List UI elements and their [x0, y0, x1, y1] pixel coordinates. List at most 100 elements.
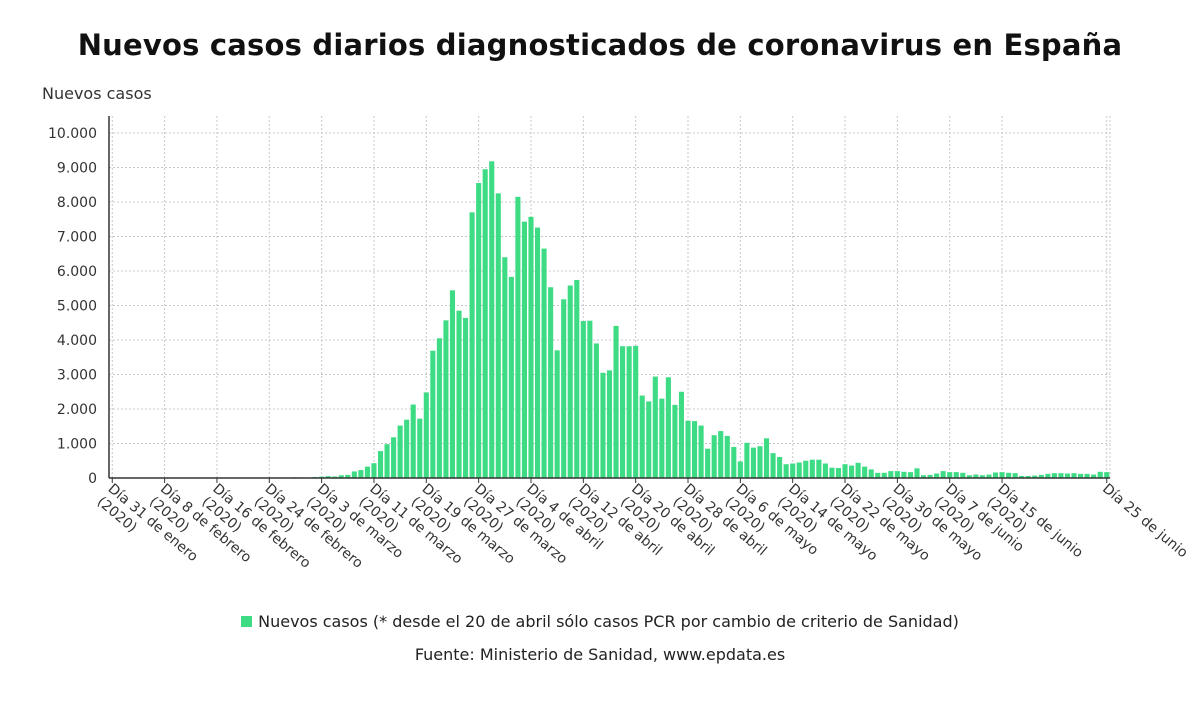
bar	[580, 321, 586, 478]
bar	[495, 193, 501, 479]
bar	[966, 475, 972, 478]
y-tick-label: 7.000	[57, 230, 97, 246]
bar	[508, 276, 514, 478]
labels-layer: 0 1.000 2.000 3.000 4.000 5.000 6.000 7.000 8.00…	[48, 126, 1191, 572]
bar	[534, 227, 541, 478]
bar	[652, 376, 658, 478]
bar	[862, 466, 868, 478]
legend[interactable]: Nuevos casos (* desde el 20 de abril sól…	[0, 612, 1200, 631]
bar	[620, 346, 626, 478]
bar	[1097, 471, 1103, 478]
bar	[934, 473, 940, 478]
y-tick-label: 10.000	[48, 126, 97, 142]
bar	[397, 425, 403, 478]
bar	[541, 248, 547, 478]
chart-title: Nuevos casos diarios diagnosticados de c…	[77, 28, 1123, 62]
bar	[410, 404, 416, 478]
bars-layer	[109, 161, 1110, 479]
bar	[1045, 473, 1051, 478]
bar	[737, 461, 743, 478]
bar	[711, 435, 717, 478]
bar	[685, 420, 691, 478]
bar	[443, 320, 449, 478]
bar	[417, 418, 423, 478]
bar	[1019, 475, 1025, 478]
bar	[463, 317, 469, 478]
bar	[1012, 473, 1018, 478]
bar	[377, 451, 384, 478]
bar	[672, 404, 678, 478]
bar	[548, 287, 554, 478]
bar	[790, 463, 796, 478]
bar	[881, 472, 887, 478]
bar	[940, 471, 946, 478]
bar	[750, 447, 756, 478]
bar	[502, 257, 508, 478]
bar	[659, 398, 665, 478]
bar	[1091, 474, 1097, 478]
bar	[521, 221, 527, 479]
bar	[423, 392, 429, 478]
bar	[613, 325, 619, 478]
bar	[692, 421, 698, 478]
bar	[705, 448, 711, 478]
bar	[1078, 473, 1084, 478]
axes-layer	[108, 116, 1110, 483]
bar	[345, 474, 351, 478]
bar	[868, 469, 874, 479]
bar	[875, 472, 881, 478]
y-tick-label: 2.000	[57, 402, 97, 418]
bar	[469, 212, 475, 478]
x-tick-label: Día 25 de junio	[1099, 481, 1190, 561]
legend-label: Nuevos casos (* desde el 20 de abril sól…	[258, 612, 959, 631]
bar	[1104, 472, 1110, 478]
y-tick-label: 0	[88, 471, 97, 487]
bar	[920, 475, 927, 478]
bar	[907, 472, 913, 478]
bar	[404, 419, 410, 478]
bar	[1071, 473, 1077, 478]
bar	[1064, 473, 1071, 478]
y-tick-label: 8.000	[57, 195, 97, 211]
bar	[351, 471, 357, 478]
bar	[953, 472, 959, 478]
bar	[803, 460, 809, 478]
bar	[364, 466, 370, 478]
bar	[992, 472, 999, 478]
bar	[489, 161, 495, 479]
source-note: Fuente: Ministerio de Sanidad, www.epdat…	[414, 645, 786, 664]
bar	[436, 338, 442, 478]
bar	[476, 183, 482, 478]
bar	[456, 310, 462, 478]
bar	[901, 471, 907, 478]
bar	[665, 377, 671, 478]
bar	[1032, 475, 1038, 478]
bar	[770, 453, 776, 478]
bar	[1058, 473, 1064, 478]
bar	[371, 463, 377, 478]
bar	[783, 464, 789, 478]
bar	[888, 471, 894, 478]
bar	[1051, 473, 1057, 478]
bar	[960, 472, 966, 478]
bar	[724, 435, 730, 478]
bar	[927, 474, 933, 478]
bar	[1084, 473, 1090, 478]
bar	[593, 343, 599, 478]
bar	[561, 299, 567, 478]
y-tick-label: 3.000	[57, 368, 97, 384]
bar	[822, 463, 828, 478]
bar	[567, 285, 573, 478]
y-axis-title: Nuevos casos	[42, 84, 152, 103]
bar	[1006, 472, 1012, 478]
bar	[587, 320, 593, 478]
bar	[835, 468, 842, 478]
bar	[515, 196, 521, 478]
bar	[482, 169, 488, 478]
bar	[855, 462, 861, 478]
bar	[777, 456, 783, 478]
bar	[973, 474, 979, 478]
bar	[979, 475, 985, 478]
bar	[384, 444, 390, 478]
